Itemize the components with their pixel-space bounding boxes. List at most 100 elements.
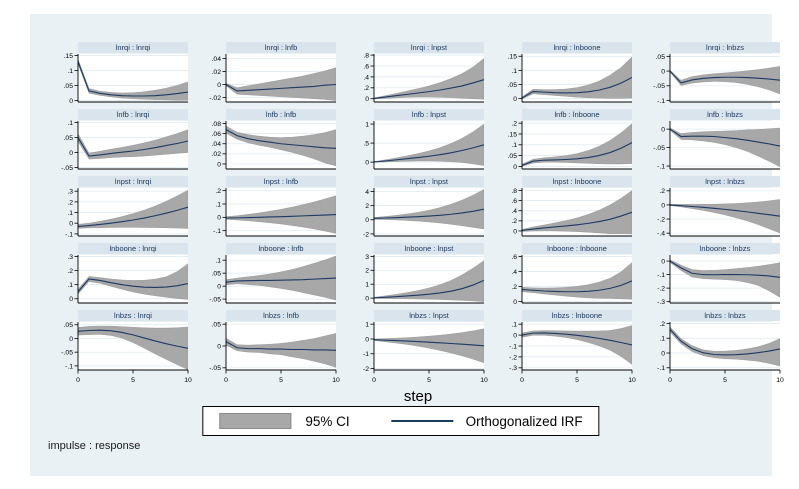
irf-subplot: lnbzs : lnrqi .05 0 -.05 -.1 0 5 10 xyxy=(48,310,196,388)
irf-subplot: lnboone : lnrqi .3 .2 .1 0 xyxy=(48,243,196,310)
svg-text:-.05: -.05 xyxy=(209,297,221,304)
subplot-canvas: .8 .6 .4 .2 0 xyxy=(363,53,484,103)
ci-band xyxy=(78,263,188,300)
subplot-title: lnboone : lnrqi xyxy=(78,243,188,254)
svg-text:.3: .3 xyxy=(67,189,73,196)
svg-text:.8: .8 xyxy=(363,53,369,59)
irf-line xyxy=(522,211,632,231)
subplot-canvas: .2.10-.10 5 10 xyxy=(657,321,784,384)
irf-line xyxy=(374,144,484,163)
svg-text:0: 0 xyxy=(661,68,665,75)
subplot-title: lnpst : lnpst xyxy=(374,176,484,187)
svg-text:0: 0 xyxy=(69,98,73,105)
irf-line xyxy=(522,142,632,166)
irf-line xyxy=(670,260,780,278)
irf-subplot: lnboone : lnfb .1 .05 0 -.05 xyxy=(196,243,344,310)
svg-text:.15: .15 xyxy=(508,54,518,61)
subplot-canvas: 0 -.05 -.1 xyxy=(653,121,780,170)
irf-line xyxy=(374,279,484,299)
svg-text:10: 10 xyxy=(480,377,488,384)
irf-line xyxy=(226,83,336,92)
svg-text:.2: .2 xyxy=(659,321,665,328)
svg-text:-.1: -.1 xyxy=(657,272,665,279)
svg-text:5: 5 xyxy=(279,377,283,384)
ci-band xyxy=(670,127,780,168)
svg-text:.2: .2 xyxy=(511,121,517,128)
subplot-canvas: .2 0 -.2 -.4 xyxy=(657,188,780,238)
svg-text:2: 2 xyxy=(365,203,369,210)
irf-label: Orthogonalized IRF xyxy=(465,413,583,429)
subplot-canvas: .2 .1 0 -.1 xyxy=(213,188,336,237)
svg-text:.2: .2 xyxy=(67,199,73,206)
svg-text:.08: .08 xyxy=(212,121,222,128)
svg-text:-.02: -.02 xyxy=(209,95,221,102)
svg-text:.1: .1 xyxy=(511,322,517,329)
subplot-canvas: .6 .4 .2 0 xyxy=(511,254,632,306)
svg-text:10: 10 xyxy=(184,377,192,384)
svg-text:.05: .05 xyxy=(508,153,518,160)
irf-line xyxy=(226,341,336,351)
svg-text:.2: .2 xyxy=(659,188,665,195)
irf-line xyxy=(670,70,780,84)
svg-text:-.1: -.1 xyxy=(65,231,73,238)
ci-band xyxy=(670,259,780,298)
svg-text:.05: .05 xyxy=(212,322,222,329)
svg-text:.2: .2 xyxy=(511,284,517,291)
irf-line-swatch xyxy=(391,420,454,422)
subplot-canvas: .050-.050 5 10 xyxy=(209,322,340,384)
irf-line xyxy=(670,204,780,217)
irf-line xyxy=(522,280,632,293)
irf-line xyxy=(78,61,188,97)
svg-text:5: 5 xyxy=(575,377,579,384)
subplot-title: lnboone : lnpst xyxy=(374,243,484,254)
svg-text:.05: .05 xyxy=(508,82,518,89)
subplot-canvas: .05 0 -.05 -.1 xyxy=(653,54,780,105)
irf-subplot: lnrqi : lnboone .15 .1 .05 0 xyxy=(492,42,640,109)
svg-text:0: 0 xyxy=(661,258,665,265)
svg-text:.04: .04 xyxy=(212,141,222,148)
ci-label: 95% CI xyxy=(305,413,350,429)
svg-text:0: 0 xyxy=(69,296,73,303)
svg-text:.02: .02 xyxy=(212,151,222,158)
subplot-title: lnfb : lnfb xyxy=(226,109,336,120)
ci-band xyxy=(226,125,336,167)
subplot-title: lnfb : lnbzs xyxy=(670,109,780,120)
subplot-canvas: 10-1-20 5 10 xyxy=(363,322,488,384)
ci-band xyxy=(374,260,484,302)
svg-text:.1: .1 xyxy=(511,68,517,75)
ci-band xyxy=(522,262,632,300)
svg-text:.4: .4 xyxy=(511,269,517,276)
svg-text:0: 0 xyxy=(365,217,369,224)
subplot-title: lnrqi : lnpst xyxy=(374,42,484,53)
svg-text:-.4: -.4 xyxy=(657,231,665,238)
svg-text:0: 0 xyxy=(365,96,369,103)
svg-text:.4: .4 xyxy=(363,74,369,81)
irf-subplot: lnboone : lnpst 3 2 1 0 xyxy=(344,243,492,310)
subplot-title: lnboone : lnboone xyxy=(522,243,632,254)
svg-text:10: 10 xyxy=(332,377,340,384)
svg-text:0: 0 xyxy=(76,377,80,384)
subplot-canvas: 3 2 1 0 xyxy=(365,254,484,304)
svg-text:0: 0 xyxy=(661,350,665,357)
subplot-canvas: .08 .06 .04 .02 0 xyxy=(212,121,336,170)
ci-band xyxy=(670,199,780,234)
irf-subplot: lnfb : lnbzs 0 -.05 -.1 xyxy=(640,109,788,176)
subplot-canvas: 1.50 xyxy=(363,121,484,170)
svg-text:10: 10 xyxy=(776,377,784,384)
svg-text:0: 0 xyxy=(69,150,73,157)
svg-text:0: 0 xyxy=(365,160,369,167)
svg-text:0: 0 xyxy=(513,228,517,235)
subplot-title: lnboone : lnbzs xyxy=(670,243,780,254)
svg-text:2: 2 xyxy=(365,268,369,275)
svg-text:-.3: -.3 xyxy=(657,299,665,306)
svg-text:.15: .15 xyxy=(508,131,518,138)
svg-text:.1: .1 xyxy=(67,210,73,217)
ci-band xyxy=(522,123,632,167)
svg-text:0: 0 xyxy=(365,296,369,303)
irf-subplot: lnbzs : lnbzs .2.1 0 -.1 0 5 10 xyxy=(640,310,788,388)
irf-subplot: lnpst : lnfb .2 .1 0 -.1 xyxy=(196,176,344,243)
irf-subplot: lnrqi : lnbzs .05 0 -.05 -.1 xyxy=(640,42,788,109)
svg-text:.05: .05 xyxy=(64,322,74,329)
irf-subplot: lnrqi : lnfb .04 .02 0 -.02 xyxy=(196,42,344,109)
irf-line xyxy=(374,339,484,347)
